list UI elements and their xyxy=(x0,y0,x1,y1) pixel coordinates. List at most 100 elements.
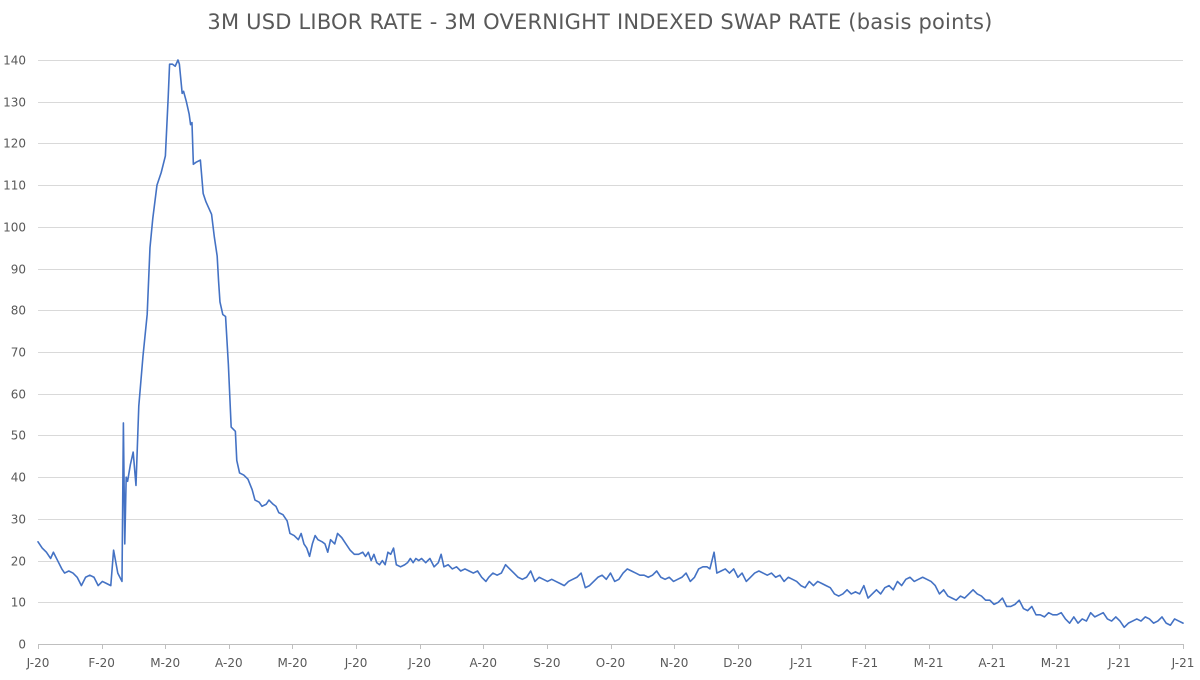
data-point xyxy=(656,570,657,571)
data-point xyxy=(1056,614,1057,615)
data-point xyxy=(231,426,232,427)
data-point xyxy=(330,539,331,540)
data-point xyxy=(298,539,299,540)
data-point xyxy=(161,172,162,173)
data-point xyxy=(373,554,374,555)
data-point xyxy=(593,581,594,582)
x-tick-label: F-20 xyxy=(88,656,115,670)
data-point xyxy=(572,579,573,580)
data-point xyxy=(133,452,134,453)
data-point xyxy=(362,552,363,553)
data-point xyxy=(497,575,498,576)
data-point xyxy=(247,479,248,480)
data-point xyxy=(130,464,131,465)
data-point xyxy=(50,558,51,559)
data-point xyxy=(1065,618,1066,619)
data-point xyxy=(168,97,169,98)
data-point xyxy=(193,164,194,165)
data-point xyxy=(1044,616,1045,617)
data-point xyxy=(186,101,187,102)
data-point xyxy=(555,581,556,582)
data-point xyxy=(1027,610,1028,611)
data-point xyxy=(169,64,170,65)
data-point xyxy=(376,562,377,563)
data-point xyxy=(222,314,223,315)
data-point xyxy=(968,593,969,594)
data-point xyxy=(407,562,408,563)
data-point xyxy=(110,585,111,586)
data-point xyxy=(930,581,931,582)
data-point xyxy=(183,91,184,92)
data-point xyxy=(859,593,860,594)
data-point xyxy=(106,583,107,584)
data-point xyxy=(218,280,219,281)
data-point xyxy=(278,512,279,513)
data-point xyxy=(57,560,58,561)
data-point xyxy=(172,64,173,65)
data-point xyxy=(733,568,734,569)
data-point xyxy=(1161,616,1162,617)
data-point xyxy=(737,577,738,578)
data-point xyxy=(1140,620,1141,621)
data-point xyxy=(1132,620,1133,621)
x-tick-label: J-21 xyxy=(1107,656,1131,670)
data-point xyxy=(851,593,852,594)
data-point xyxy=(754,572,755,573)
data-point xyxy=(481,577,482,578)
data-point xyxy=(817,581,818,582)
data-point xyxy=(1010,606,1011,607)
y-tick-label: 60 xyxy=(11,388,26,402)
data-point xyxy=(709,568,710,569)
data-point xyxy=(239,472,240,473)
data-point xyxy=(322,541,323,542)
data-point xyxy=(893,589,894,590)
data-point xyxy=(547,581,548,582)
data-point xyxy=(513,572,514,573)
data-point xyxy=(200,160,201,161)
data-point xyxy=(897,581,898,582)
x-tick-label: S-20 xyxy=(533,656,560,670)
chart-title: 3M USD LIBOR RATE - 3M OVERNIGHT INDEXED… xyxy=(207,10,993,34)
data-point xyxy=(694,577,695,578)
data-point xyxy=(98,585,99,586)
data-point xyxy=(1128,623,1129,624)
data-point xyxy=(935,585,936,586)
data-point xyxy=(53,552,54,553)
data-point xyxy=(771,572,772,573)
data-point xyxy=(1082,618,1083,619)
data-point xyxy=(585,587,586,588)
data-point xyxy=(631,570,632,571)
data-point xyxy=(156,185,157,186)
data-point xyxy=(526,577,527,578)
data-point xyxy=(456,566,457,567)
data-point xyxy=(236,460,237,461)
data-point xyxy=(102,581,103,582)
data-point xyxy=(452,568,453,569)
data-point xyxy=(93,577,94,578)
data-point xyxy=(421,558,422,559)
data-point xyxy=(821,583,822,584)
x-tick-label: J-20 xyxy=(26,656,50,670)
data-point xyxy=(243,474,244,475)
data-point xyxy=(117,572,118,573)
data-point xyxy=(460,570,461,571)
data-point xyxy=(443,566,444,567)
data-point xyxy=(677,579,678,580)
data-point xyxy=(956,600,957,601)
data-point xyxy=(165,155,166,156)
data-point xyxy=(589,585,590,586)
data-point xyxy=(127,481,128,482)
data-point xyxy=(664,579,665,580)
data-point xyxy=(287,520,288,521)
data-point xyxy=(177,59,178,60)
data-point xyxy=(189,114,190,115)
data-point xyxy=(61,568,62,569)
data-point xyxy=(149,247,150,248)
data-point xyxy=(909,577,910,578)
data-point xyxy=(762,572,763,573)
data-point xyxy=(1111,620,1112,621)
data-point xyxy=(235,431,236,432)
data-point xyxy=(1136,618,1137,619)
data-point xyxy=(1119,620,1120,621)
